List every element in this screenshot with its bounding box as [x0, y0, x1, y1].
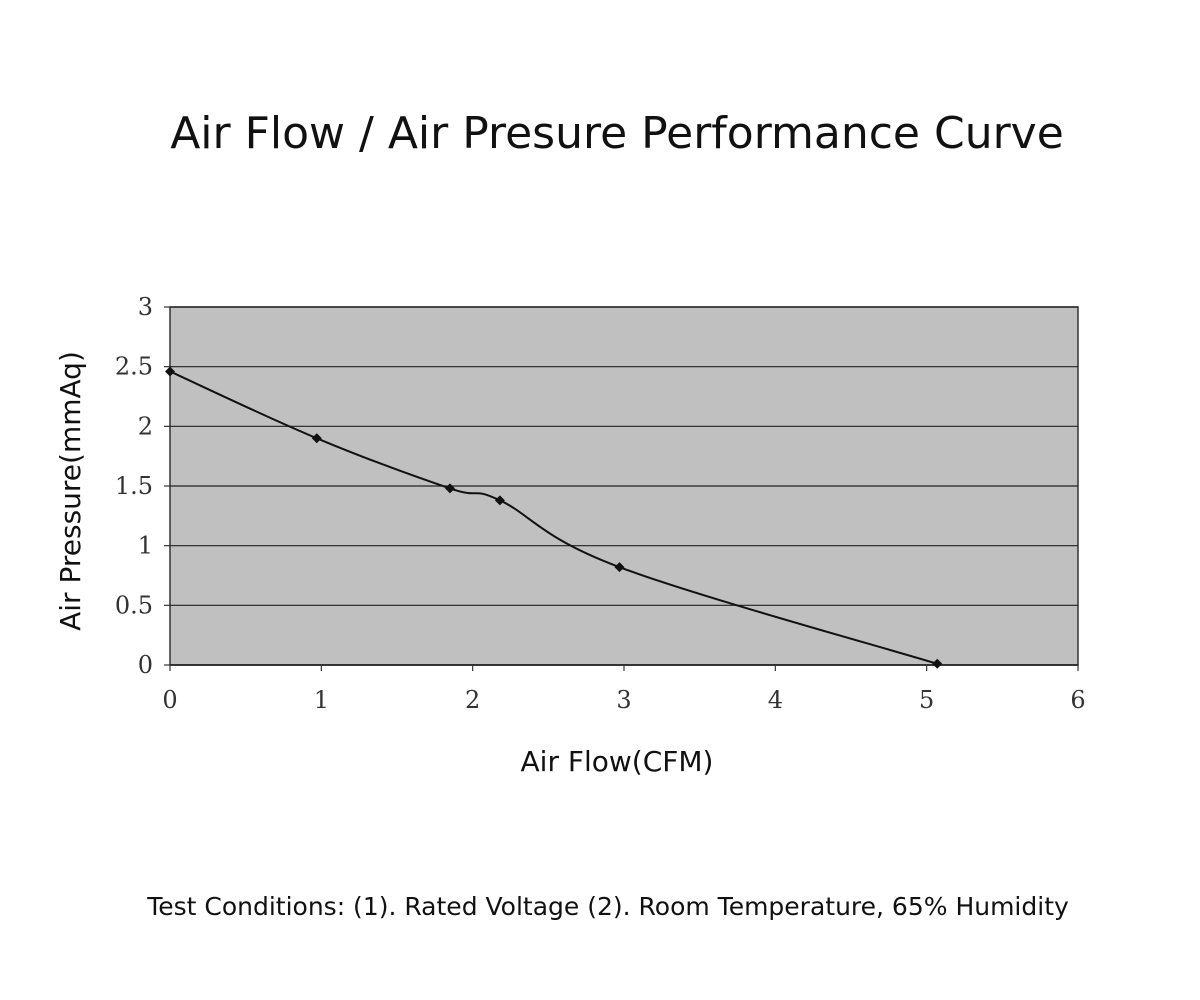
x-tick-label: 6 — [1070, 686, 1085, 714]
x-tick-label: 0 — [162, 686, 177, 714]
series-line — [169, 370, 938, 665]
y-tick-label: 1.5 — [115, 472, 153, 500]
test-conditions-note: Test Conditions: (1). Rated Voltage (2).… — [147, 892, 1069, 921]
y-tick-label: 2 — [138, 412, 153, 440]
y-tick-label: 0 — [138, 651, 153, 679]
x-tick-label: 2 — [465, 686, 480, 714]
x-tick-label: 5 — [919, 686, 934, 714]
data-point — [932, 658, 943, 669]
x-tick-label: 4 — [768, 686, 783, 714]
y-tick-label: 3 — [138, 293, 153, 321]
data-point — [494, 495, 505, 506]
y-tick-label: 0.5 — [115, 591, 153, 619]
data-point — [444, 483, 455, 494]
data-point — [614, 562, 625, 573]
x-tick-label: 1 — [314, 686, 329, 714]
series-layer — [165, 366, 943, 669]
x-axis-ticks: 0 1 2 3 4 5 6 — [162, 664, 1086, 714]
x-tick-label: 3 — [616, 686, 631, 714]
data-point — [311, 433, 322, 444]
y-tick-label: 2.5 — [115, 353, 153, 381]
y-axis-label: Air Pressure(mmAq) — [54, 351, 87, 631]
x-axis-label: Air Flow(CFM) — [521, 745, 714, 778]
data-point — [165, 366, 175, 377]
chart-title: Air Flow / Air Presure Performance Curve — [170, 108, 1064, 159]
grid-lines — [170, 306, 1078, 666]
y-axis-ticks: 0 0.5 1 1.5 2 2.5 3 — [115, 293, 170, 679]
y-tick-label: 1 — [138, 532, 153, 560]
